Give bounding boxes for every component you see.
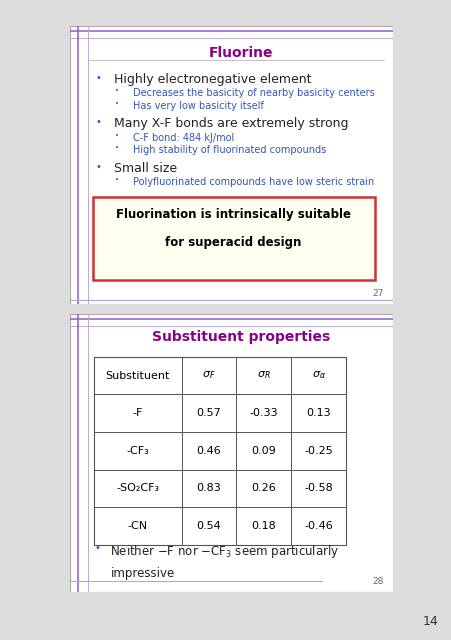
Text: •: • (96, 162, 101, 172)
Text: 0.83: 0.83 (196, 483, 221, 493)
Text: -F: -F (133, 408, 143, 418)
Text: Highly electronegative element: Highly electronegative element (114, 73, 310, 86)
Text: •: • (115, 100, 119, 107)
Text: 0.46: 0.46 (196, 445, 221, 456)
Text: •: • (115, 88, 119, 94)
Text: $\sigma_\alpha$: $\sigma_\alpha$ (311, 370, 325, 381)
Text: •: • (115, 145, 119, 151)
Bar (94, 356, 345, 545)
Text: C-F bond: 484 kJ/mol: C-F bond: 484 kJ/mol (133, 132, 234, 143)
Text: 27: 27 (371, 289, 383, 298)
Text: Small size: Small size (114, 162, 176, 175)
Bar (92, 197, 375, 280)
Text: Substituent properties: Substituent properties (152, 330, 330, 344)
Text: 0.13: 0.13 (306, 408, 331, 418)
Text: •: • (94, 543, 100, 553)
Text: Fluorination is intrinsically suitable: Fluorination is intrinsically suitable (115, 208, 350, 221)
Text: Neither $-$F nor $-$CF$_3$ seem particularly: Neither $-$F nor $-$CF$_3$ seem particul… (110, 543, 339, 560)
Text: •: • (96, 73, 101, 83)
Text: Many X-F bonds are extremely strong: Many X-F bonds are extremely strong (114, 118, 347, 131)
Text: -0.33: -0.33 (249, 408, 278, 418)
Text: $\sigma_R$: $\sigma_R$ (257, 370, 270, 381)
Text: High stability of fluorinated compounds: High stability of fluorinated compounds (133, 145, 326, 156)
Text: Polyfluorinated compounds have low steric strain: Polyfluorinated compounds have low steri… (133, 177, 373, 188)
Text: 0.09: 0.09 (251, 445, 276, 456)
Text: Has very low basicity itself: Has very low basicity itself (133, 100, 263, 111)
Text: 0.26: 0.26 (251, 483, 276, 493)
Text: 28: 28 (371, 577, 383, 586)
Text: 14: 14 (422, 616, 437, 628)
Text: -0.46: -0.46 (304, 521, 332, 531)
Text: •: • (115, 132, 119, 139)
Text: Decreases the basicity of nearby basicity centers: Decreases the basicity of nearby basicit… (133, 88, 374, 98)
Text: Fluorine: Fluorine (209, 47, 273, 61)
Text: 0.57: 0.57 (196, 408, 221, 418)
Text: -CF₃: -CF₃ (126, 445, 149, 456)
Text: Substituent: Substituent (106, 371, 170, 381)
Text: 0.18: 0.18 (251, 521, 276, 531)
Text: -0.58: -0.58 (304, 483, 332, 493)
Text: for superacid design: for superacid design (165, 236, 301, 249)
Text: -CN: -CN (128, 521, 147, 531)
Text: 0.54: 0.54 (196, 521, 221, 531)
Text: $\sigma_F$: $\sigma_F$ (202, 370, 215, 381)
Text: •: • (115, 177, 119, 183)
Text: impressive: impressive (110, 567, 175, 580)
Text: -0.25: -0.25 (304, 445, 332, 456)
Text: -SO₂CF₃: -SO₂CF₃ (116, 483, 159, 493)
Text: •: • (96, 118, 101, 127)
